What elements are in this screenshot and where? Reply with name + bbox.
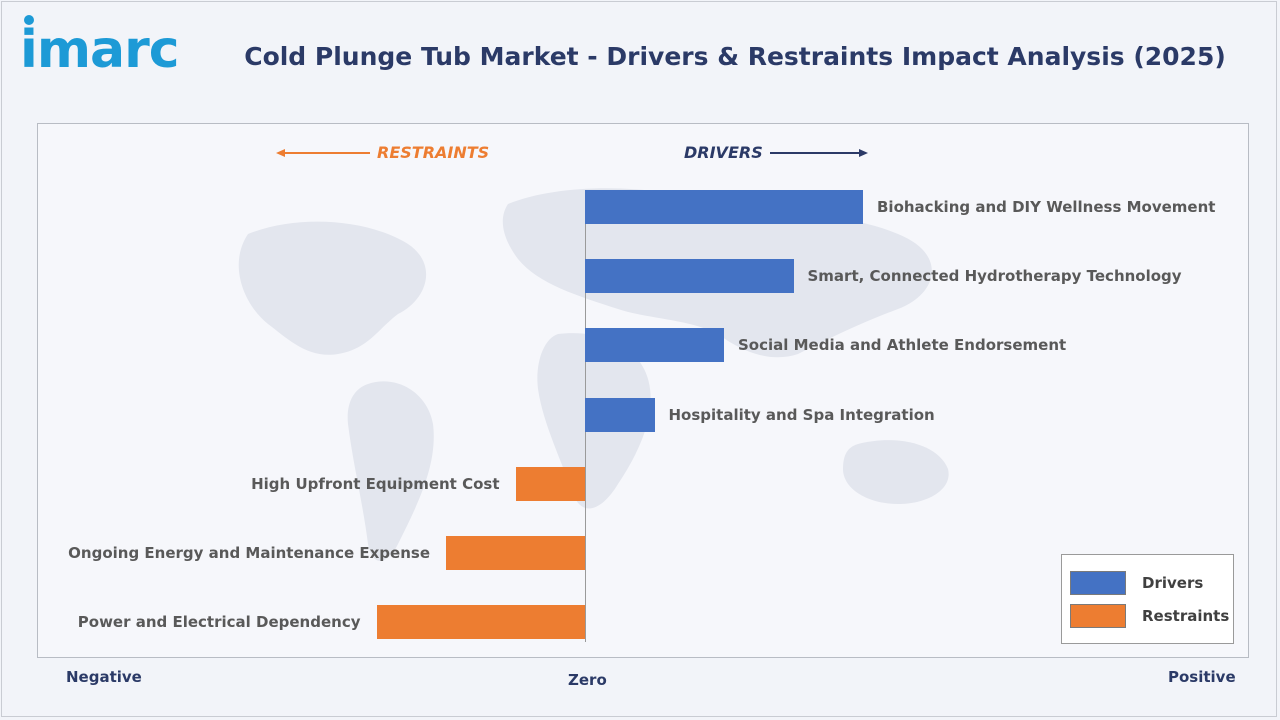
- bar-energy-maintenance: [446, 536, 585, 570]
- plot-area: Biohacking and DIY Wellness Movement Sma…: [37, 123, 1249, 658]
- axis-label-zero: Zero: [568, 671, 607, 689]
- label-power-dependency: Power and Electrical Dependency: [77, 613, 361, 632]
- imarc-logo: imarc: [20, 20, 180, 80]
- bar-power-dependency: [376, 605, 585, 640]
- bar-hospitality: [585, 397, 655, 432]
- label-smart-hydrotherapy: Smart, Connected Hydrotherapy Technology: [807, 267, 1182, 286]
- legend-swatch-restraints: [1070, 604, 1126, 628]
- label-upfront-cost: High Upfront Equipment Cost: [251, 474, 500, 493]
- drivers-heading: DRIVERS: [684, 143, 763, 162]
- axis-label-positive: Positive: [1168, 668, 1236, 686]
- legend-swatch-drivers: [1070, 571, 1126, 595]
- legend: Drivers Restraints: [1061, 554, 1234, 644]
- left-arrow-icon: [276, 149, 370, 157]
- bar-biohacking: [585, 190, 863, 224]
- label-hospitality: Hospitality and Spa Integration: [668, 405, 935, 424]
- logo-dot: [24, 15, 34, 25]
- bar-social-media: [585, 328, 724, 363]
- label-biohacking: Biohacking and DIY Wellness Movement: [877, 198, 1216, 216]
- axis-label-negative: Negative: [66, 668, 142, 686]
- label-energy-maintenance: Ongoing Energy and Maintenance Expense: [68, 544, 430, 562]
- legend-label-restraints: Restraints: [1142, 607, 1230, 625]
- legend-label-drivers: Drivers: [1142, 574, 1204, 592]
- chart-title: Cold Plunge Tub Market - Drivers & Restr…: [244, 42, 1226, 71]
- restraints-heading: RESTRAINTS: [377, 143, 490, 162]
- right-arrow-icon: [770, 149, 868, 157]
- label-social-media: Social Media and Athlete Endorsement: [738, 336, 1067, 355]
- bar-smart-hydrotherapy: [585, 259, 794, 294]
- bar-upfront-cost: [515, 466, 585, 501]
